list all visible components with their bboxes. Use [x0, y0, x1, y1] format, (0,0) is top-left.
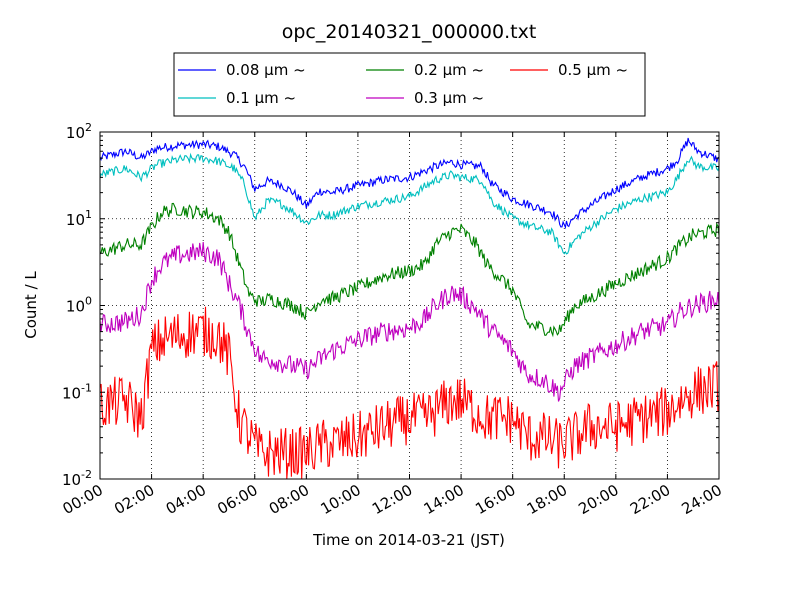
x-tick-label: 20:00	[575, 481, 621, 518]
x-tick-label: 10:00	[317, 481, 363, 518]
y-tick-label: 102	[66, 121, 92, 142]
x-tick-label: 16:00	[472, 481, 518, 518]
y-tick-exponent: -1	[81, 381, 92, 394]
y-axis-label: Count / L	[22, 271, 40, 339]
x-tick-labels: 00:00 02:00 04:00 06:00 08:00 10:00 12:00 14:00…	[60, 481, 725, 518]
y-tick-label: 10-1	[62, 381, 92, 402]
y-tick-label: 101	[66, 208, 92, 229]
series-line	[99, 152, 720, 255]
x-tick-label: 06:00	[214, 481, 260, 518]
y-tick-exponent: 2	[85, 121, 92, 134]
y-tick-exponent: 0	[85, 295, 92, 308]
x-tick-label: 14:00	[421, 481, 467, 518]
legend-frame	[173, 52, 646, 117]
y-tick-base: 10	[62, 384, 81, 402]
y-tick-base: 10	[66, 211, 85, 229]
legend-label: 0.08 μm ~	[226, 61, 306, 79]
x-axis-label: Time on 2014-03-21 (JST)	[312, 531, 505, 549]
y-tick-base: 10	[62, 471, 81, 489]
y-tick-label: 100	[66, 295, 92, 316]
y-tick-base: 10	[66, 298, 85, 316]
series-line	[99, 137, 720, 230]
y-tick-exponent: 1	[85, 208, 92, 221]
x-tick-label: 04:00	[163, 481, 209, 518]
series-line	[99, 306, 720, 479]
legend-label: 0.1 μm ~	[226, 89, 296, 107]
plot-frame	[99, 131, 720, 480]
legend-label: 0.5 μm ~	[558, 61, 628, 79]
chart-title: opc_20140321_000000.txt	[282, 21, 537, 43]
y-tick-exponent: -2	[81, 468, 92, 481]
series-line	[99, 242, 720, 402]
y-tick-label: 10-2	[62, 468, 92, 489]
x-tick-label: 02:00	[111, 481, 157, 518]
x-tick-label: 08:00	[266, 481, 312, 518]
x-tick-label: 12:00	[369, 481, 415, 518]
legend-label: 0.3 μm ~	[414, 89, 484, 107]
legend: 0.08 μm ~ 0.1 μm ~ 0.2 μm ~ 0.3 μm ~ 0.5 μm …	[173, 52, 646, 117]
x-tick-label: 18:00	[524, 481, 570, 518]
series-line	[99, 202, 720, 338]
y-tick-base: 10	[66, 124, 85, 142]
x-tick-label: 22:00	[627, 481, 673, 518]
x-tick-label: 24:00	[679, 481, 725, 518]
series-lines	[99, 137, 720, 479]
legend-label: 0.2 μm ~	[414, 61, 484, 79]
